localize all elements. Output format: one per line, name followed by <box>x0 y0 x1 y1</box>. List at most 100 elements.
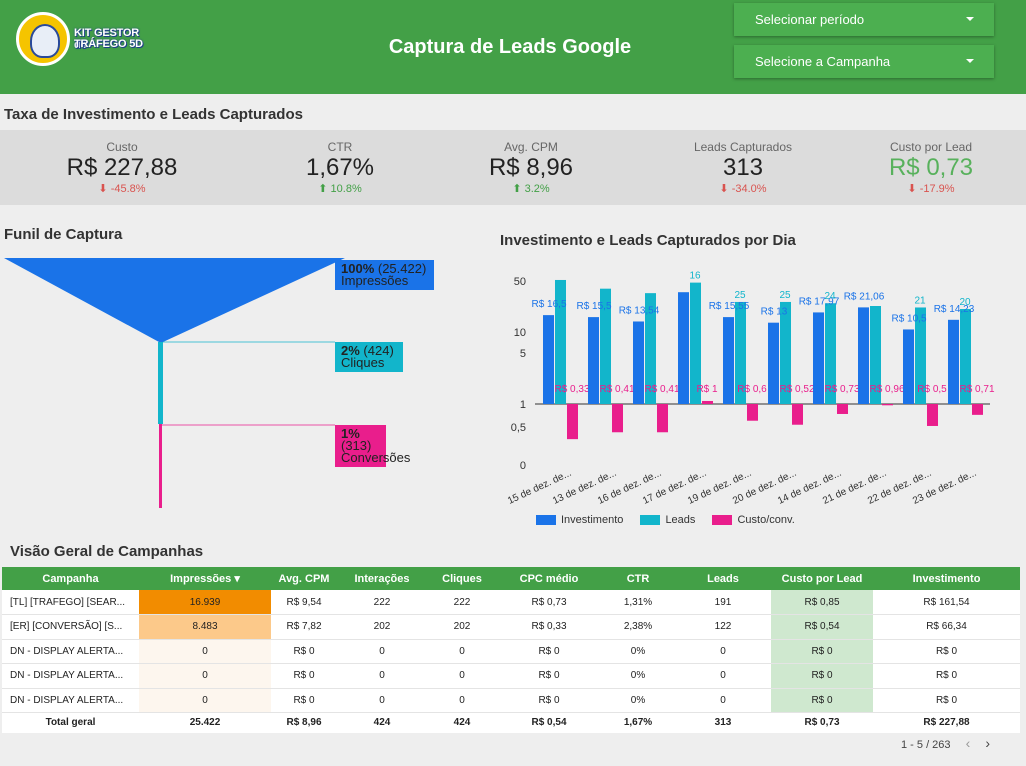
table-cell: R$ 0,33 <box>497 614 601 640</box>
kpi-scorecards: Custo R$ 227,88 ⬇ -45.8% CTR 1,67% ⬆ 10.… <box>0 130 1026 205</box>
table-cell: R$ 0 <box>873 688 1020 713</box>
total-cell: R$ 0,54 <box>531 717 567 729</box>
column-header[interactable]: Leads <box>675 567 771 590</box>
data-label-leads: 16 <box>689 271 701 282</box>
table-cell: 0 <box>139 639 271 664</box>
campaign-selector-label: Selecione a Campanha <box>755 54 891 69</box>
funnel-graphic <box>4 258 345 508</box>
funnel-stage-clicks <box>158 342 163 424</box>
y-tick-label: 5 <box>520 348 526 360</box>
legend-item-leads: Leads <box>640 514 695 526</box>
kpi-avg-cpm: Avg. CPM R$ 8,96 ⬆ 3.2% <box>431 140 631 195</box>
column-header[interactable]: Investimento <box>873 567 1020 590</box>
total-cell: 1,67% <box>623 717 653 729</box>
table-cell: DN - DISPLAY ALERTA... <box>2 688 139 713</box>
table-cell: R$ 0,73 <box>497 590 601 615</box>
funnel-label-clicks: 2% (424) Cliques <box>335 342 403 372</box>
table-cell: 0 <box>427 639 497 664</box>
bar-investimento <box>858 307 869 404</box>
bar-leads <box>645 293 656 404</box>
campaign-selector[interactable]: Selecione a Campanha <box>734 45 994 78</box>
bar-custo-conv <box>657 404 668 433</box>
bar-custo-conv <box>567 404 578 440</box>
kpi-label: Custo <box>106 140 138 154</box>
table-cell: 0% <box>601 688 675 713</box>
total-cell: 424 <box>453 717 471 729</box>
period-selector[interactable]: Selecionar período <box>734 3 994 36</box>
total-cell: 25.422 <box>189 717 221 729</box>
table-cell: R$ 0 <box>497 663 601 689</box>
bar-leads <box>870 306 881 404</box>
table-cell: R$ 9,54 <box>271 590 337 615</box>
bar-custo-conv <box>882 404 893 406</box>
table-cell: R$ 0 <box>873 639 1020 664</box>
data-label-investimento: R$ 16,5 <box>531 299 566 310</box>
table-cell: 0 <box>675 663 771 689</box>
period-selector-label: Selecionar período <box>755 12 865 27</box>
data-label-investimento: R$ 15,55 <box>709 301 750 312</box>
table-cell: 0 <box>675 688 771 713</box>
table-row[interactable]: [TL] [TRAFEGO] [SEAR... 16.939 R$ 9,54 222 2… <box>2 590 1020 615</box>
bar-custo-conv <box>747 404 758 421</box>
table-cell: R$ 0 <box>271 639 337 664</box>
table-cell: R$ 0 <box>771 688 873 713</box>
table-row[interactable]: DN - DISPLAY ALERTA... 0 R$ 0 0 0 R$ 0 0% 0 R$ 0… <box>2 639 1020 664</box>
kpi-delta: ⬆ 3.2% <box>512 183 550 195</box>
table-row[interactable]: DN - DISPLAY ALERTA... 0 R$ 0 0 0 R$ 0 0% 0 R$ 0… <box>2 663 1020 689</box>
table-cell: R$ 0 <box>271 663 337 689</box>
brand-logo: KIT GESTOR de TRÁFEGO 5D <box>16 10 148 66</box>
table-row[interactable]: DN - DISPLAY ALERTA... 0 R$ 0 0 0 R$ 0 0% 0 R$ 0… <box>2 688 1020 713</box>
bar-leads <box>735 301 746 404</box>
table-cell: R$ 0 <box>497 639 601 664</box>
table-cell: 16.939 <box>139 590 271 615</box>
kpi-ctr: CTR 1,67% ⬆ 10.8% <box>240 140 440 195</box>
legend-item-custo-conv: Custo/conv. <box>712 514 795 526</box>
table-cell: 2,38% <box>601 614 675 640</box>
column-header[interactable]: Avg. CPM <box>271 567 337 590</box>
table-cell: 222 <box>337 590 427 615</box>
bar-investimento <box>633 321 644 404</box>
table-cell: [TL] [TRAFEGO] [SEAR... <box>2 590 139 615</box>
campaigns-table-title: Visão Geral de Campanhas <box>10 543 204 560</box>
data-label-investimento: R$ 15,5 <box>576 301 611 312</box>
column-header[interactable]: Custo por Lead <box>771 567 873 590</box>
table-cell: 202 <box>337 614 427 640</box>
chevron-right-icon[interactable]: › <box>985 735 991 751</box>
table-cell: R$ 0 <box>771 663 873 689</box>
table-cell: R$ 161,54 <box>873 590 1020 615</box>
table-cell: 0 <box>337 663 427 689</box>
column-header[interactable]: Cliques <box>427 567 497 590</box>
kpi-cost-per-lead: Custo por Lead R$ 0,73 ⬇ -17.9% <box>831 140 1026 195</box>
column-header[interactable]: CPC médio <box>497 567 601 590</box>
campaigns-table: Campanha Impressões ▾ Avg. CPM Interações Cl… <box>2 567 1020 733</box>
page-title: Captura de Leads Google <box>388 36 632 58</box>
data-label-custo-conv: R$ 0,73 <box>824 384 859 395</box>
caret-down-icon <box>966 59 974 63</box>
column-header[interactable]: Campanha <box>2 567 139 590</box>
table-cell: 122 <box>675 614 771 640</box>
bar-investimento <box>723 317 734 404</box>
table-cell: 191 <box>675 590 771 615</box>
table-row[interactable]: [ER] [CONVERSÃO] [S... 8.483 R$ 7,82 202 202… <box>2 614 1020 640</box>
table-cell: 0 <box>337 639 427 664</box>
arrow-down-icon: ⬇ <box>907 183 917 195</box>
arrow-down-icon: ⬇ <box>98 183 108 195</box>
bar-investimento <box>543 315 554 404</box>
header-bar: KIT GESTOR de TRÁFEGO 5D Captura de Lead… <box>0 0 1026 94</box>
table-cell: [ER] [CONVERSÃO] [S... <box>2 614 139 640</box>
kpi-delta: ⬇ -34.0% <box>719 183 767 195</box>
column-header[interactable]: Impressões ▾ <box>139 567 271 590</box>
chevron-left-icon[interactable]: ‹ <box>965 735 971 751</box>
table-cell: DN - DISPLAY ALERTA... <box>2 639 139 664</box>
total-cell: 313 <box>714 717 732 729</box>
bar-investimento <box>813 312 824 404</box>
column-header[interactable]: Interações <box>337 567 427 590</box>
chart-legend: Investimento Leads Custo/conv. <box>536 514 809 526</box>
total-cell: Total geral <box>45 717 96 729</box>
pagination-range: 1 - 5 / 263 <box>901 739 951 751</box>
column-header[interactable]: CTR <box>601 567 675 590</box>
table-cell: 0% <box>601 663 675 689</box>
bar-custo-conv <box>612 404 623 433</box>
table-cell: 8.483 <box>139 614 271 640</box>
